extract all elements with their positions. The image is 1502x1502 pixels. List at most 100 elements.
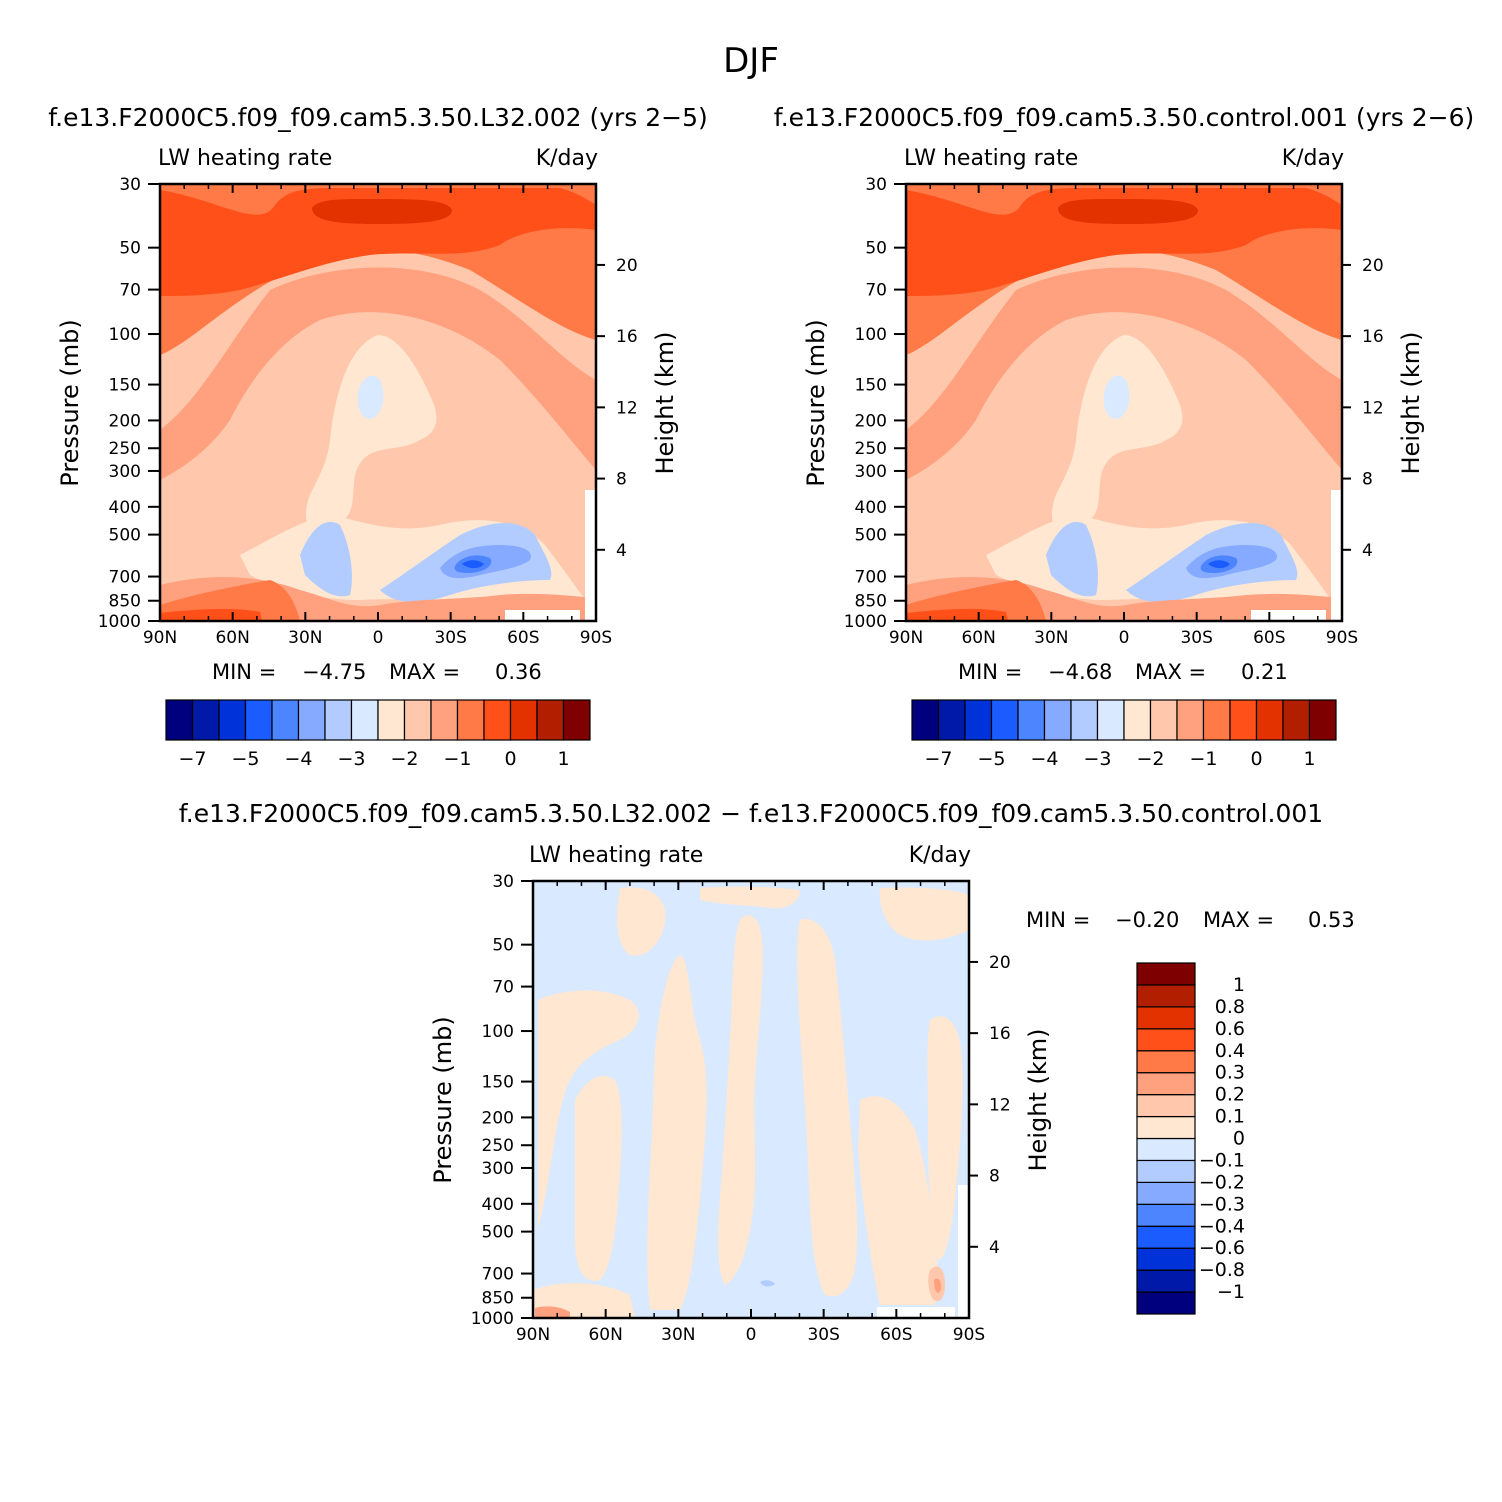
panel-c-colorbar: 10.80.60.40.30.20.10−0.1−0.2−0.3−0.4−0.6… (1136, 962, 1245, 1315)
y-tick-label: 400 (109, 498, 141, 518)
colorbar-label: −0.1 (1199, 1149, 1245, 1171)
panel-a-ylabel: Pressure (mb) (56, 319, 84, 486)
colorbar-swatch (1136, 984, 1196, 1008)
colorbar-swatch (1136, 962, 1196, 986)
x-tick-label: 30N (288, 628, 322, 648)
colorbar-swatch (456, 699, 485, 741)
colorbar-swatch (1229, 699, 1258, 741)
colorbar-swatch (536, 699, 565, 741)
colorbar-label: −7 (924, 748, 952, 770)
colorbar-swatch (1136, 1203, 1196, 1227)
colorbar-swatch (911, 699, 940, 741)
diff-warm-col-2 (575, 1076, 622, 1281)
colorbar-swatch (1136, 1072, 1196, 1096)
diff-warm-spot-3 (535, 1306, 570, 1318)
panel-c-max-label: MAX = (1203, 908, 1274, 932)
diff-warm-col-3 (647, 955, 707, 1310)
x-tick-label: 90S (1326, 628, 1358, 648)
colorbar-swatch (1308, 699, 1337, 741)
colorbar-swatch (1136, 1028, 1196, 1052)
y-tick-label: 700 (482, 1265, 514, 1285)
y-tick-label: 70 (865, 281, 887, 301)
diff-warm-col-1 (538, 990, 639, 1230)
panel-b-min-value: −4.68 (1048, 660, 1112, 684)
y-tick-label: 150 (482, 1073, 514, 1093)
panel-b-ylabel2: Height (km) (1397, 332, 1425, 475)
panel-a: f.e13.F2000C5.f09_f09.cam5.3.50.L32.002 … (48, 103, 708, 770)
field-lower-cool-1 (300, 521, 352, 597)
colorbar-swatch (218, 699, 247, 741)
colorbar-label: −5 (977, 748, 1005, 770)
panel-b: f.e13.F2000C5.f09_f09.cam5.3.50.control.… (774, 103, 1475, 770)
diff-warm-top-right (879, 887, 969, 941)
y-tick-label: 500 (855, 526, 887, 546)
y-tick-label: 30 (865, 175, 887, 195)
colorbar-swatch (1255, 699, 1284, 741)
colorbar-label: 0 (504, 748, 516, 770)
colorbar-swatch (1136, 1050, 1196, 1074)
panel-b-title: f.e13.F2000C5.f09_f09.cam5.3.50.control.… (774, 103, 1475, 132)
colorbar-label: −5 (231, 748, 259, 770)
panel-a-ylabel2: Height (km) (651, 332, 679, 475)
x-tick-label: 60N (961, 628, 995, 648)
colorbar-swatch (1136, 1291, 1196, 1315)
colorbar-label: −0.8 (1199, 1259, 1245, 1281)
panel-a-axes: 90N 60N 30N 0 30S 60S 90S 30 50 70 100 150 200 250 300… (98, 175, 638, 648)
panel-b-axes: 90N 60N 30N 0 30S 60S 90S 30 50 70 100 150 200 250 300… (844, 175, 1384, 648)
diff-warm-top-mid (700, 886, 800, 909)
panel-b-left-string: LW heating rate (904, 146, 1078, 171)
panel-c-ylabel: Pressure (mb) (429, 1016, 457, 1183)
y-tick-label: 1000 (471, 1309, 514, 1329)
y-tick-label: 100 (855, 325, 887, 345)
panel-b-contour-field (906, 184, 1342, 621)
colorbar-label: −7 (178, 748, 206, 770)
colorbar-label: −4 (1030, 748, 1058, 770)
y-tick-label: 1000 (844, 612, 887, 632)
colorbar-label: 1 (1233, 974, 1245, 996)
field-tropical-light (1051, 335, 1183, 531)
y2-tick-label: 20 (1362, 256, 1384, 276)
panel-a-left-string: LW heating rate (158, 146, 332, 171)
y2-tick-label: 12 (1362, 398, 1384, 418)
x-tick-label: 60S (880, 1325, 912, 1345)
x-tick-label: 0 (373, 628, 384, 648)
field-lower-cool-5 (1208, 560, 1230, 569)
colorbar-label: 0 (1233, 1128, 1245, 1150)
panel-a-contour-field (160, 184, 596, 621)
y2-tick-label: 4 (616, 541, 627, 561)
y-tick-label: 30 (119, 175, 141, 195)
y-tick-label: 500 (482, 1223, 514, 1243)
panel-c-ylabel2: Height (km) (1024, 1029, 1052, 1172)
y2-tick-label: 16 (1362, 327, 1384, 347)
diff-warm-col-6 (858, 1096, 939, 1305)
y-tick-label: 50 (492, 936, 514, 956)
x-tick-label: 30S (434, 628, 466, 648)
field-tropical-light (305, 335, 437, 531)
colorbar-swatch (1136, 1181, 1196, 1205)
field-lower-cool-1 (1046, 521, 1098, 597)
colorbar-swatch (990, 699, 1019, 741)
y-tick-label: 700 (109, 568, 141, 588)
colorbar-swatch (1043, 699, 1072, 741)
y2-tick-label: 4 (989, 1238, 1000, 1258)
panel-c-title: f.e13.F2000C5.f09_f09.cam5.3.50.L32.002 … (179, 799, 1323, 828)
colorbar-label: 0.8 (1215, 996, 1245, 1018)
colorbar-label: −0.2 (1199, 1171, 1245, 1193)
x-tick-label: 30N (1034, 628, 1068, 648)
colorbar-label: −0.6 (1199, 1237, 1245, 1259)
colorbar-label: 1 (1303, 748, 1315, 770)
colorbar-label: 0.1 (1215, 1106, 1245, 1128)
x-tick-label: 90S (953, 1325, 985, 1345)
y-tick-label: 50 (119, 239, 141, 259)
field-jet-core (1058, 198, 1198, 224)
panel-b-max-label: MAX = (1135, 660, 1206, 684)
colorbar-label: 0.6 (1215, 1018, 1245, 1040)
colorbar-swatch (430, 699, 459, 741)
diff-missing-terrain (877, 1307, 955, 1318)
colorbar-swatch (377, 699, 406, 741)
x-tick-label: 30S (807, 1325, 839, 1345)
y-tick-label: 100 (482, 1022, 514, 1042)
colorbar-swatch (350, 699, 379, 741)
colorbar-label: −3 (1083, 748, 1111, 770)
field-surface-hot (160, 608, 262, 621)
